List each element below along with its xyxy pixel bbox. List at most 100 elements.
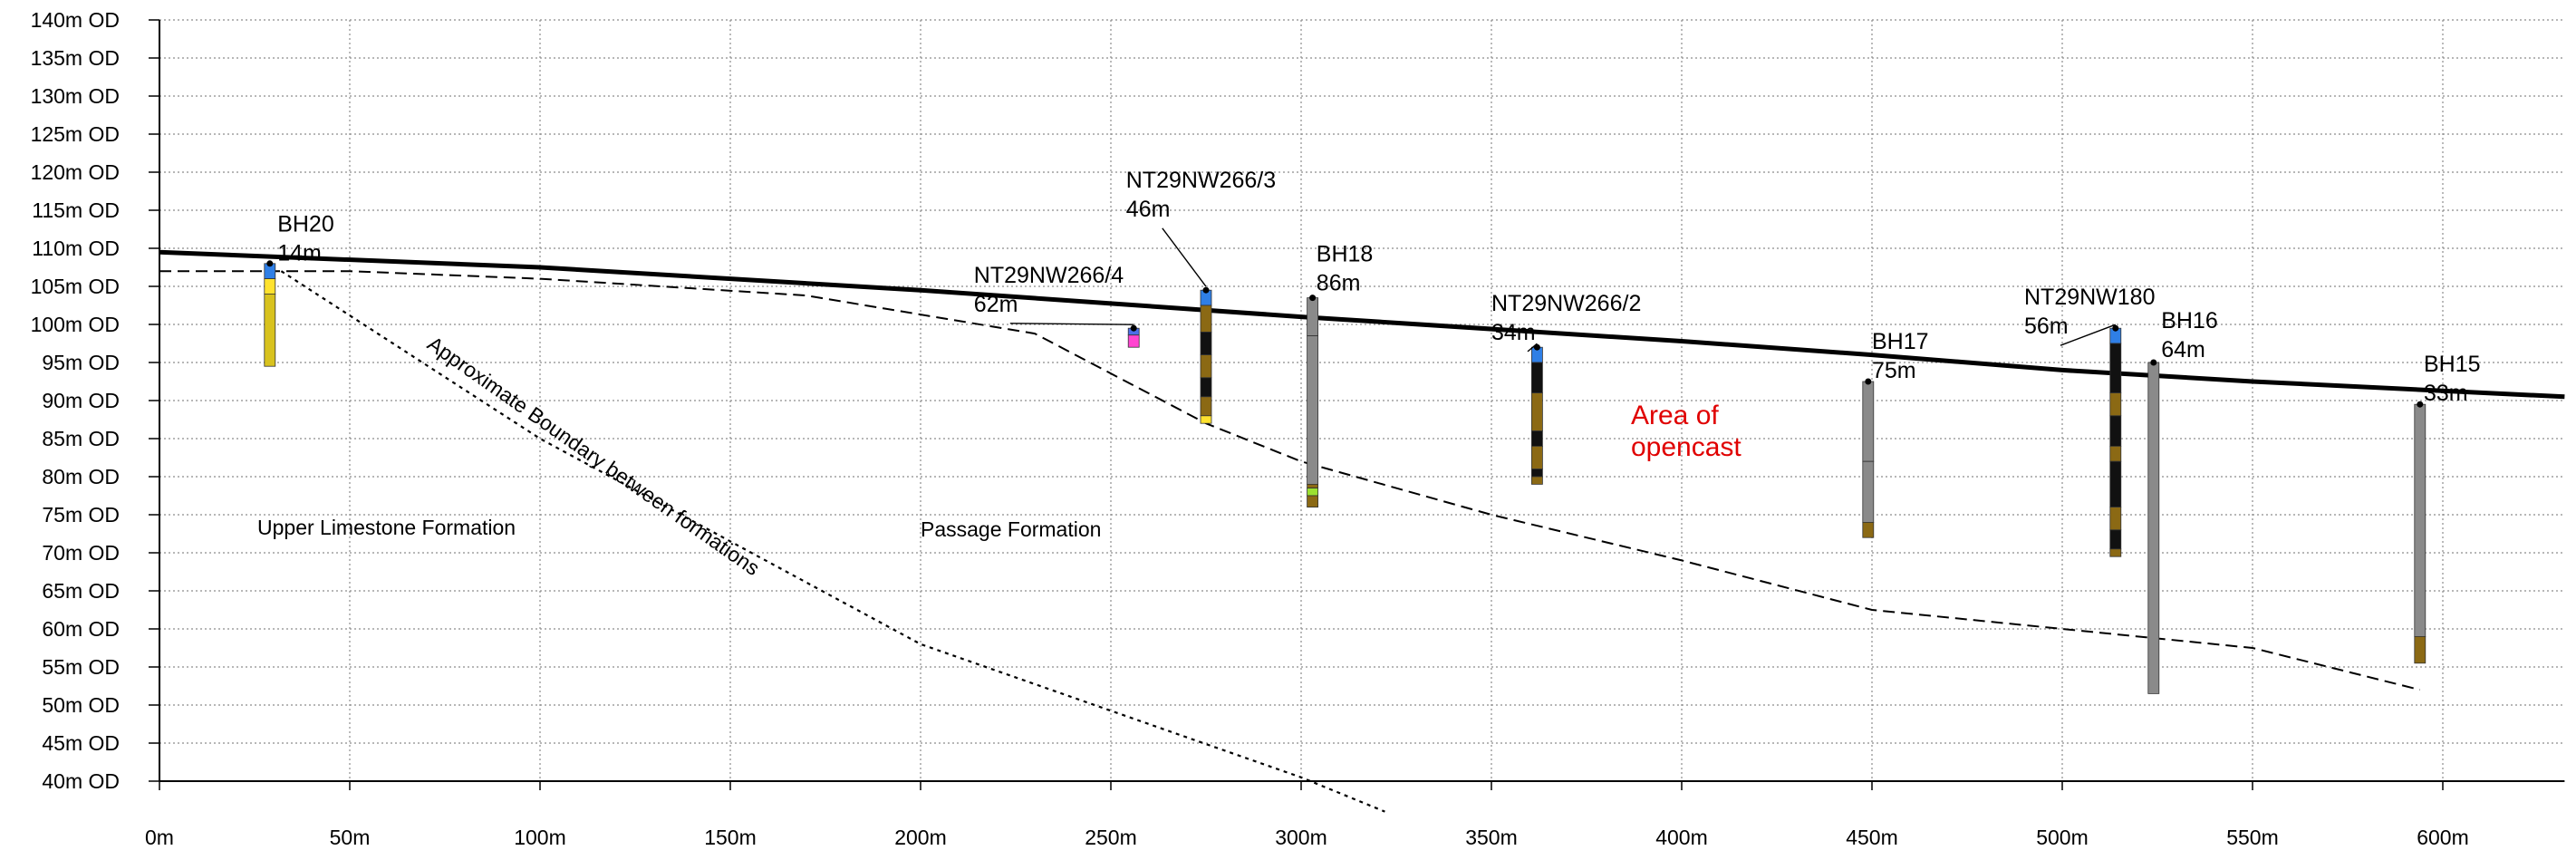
y-tick-label: 135m OD [31, 46, 120, 70]
x-tick-label: 400m [1655, 826, 1708, 849]
x-tick-label: 450m [1846, 826, 1898, 849]
borehole-layer [1307, 297, 1318, 337]
borehole-leader-line [2060, 324, 2117, 346]
x-tick-label: 500m [2036, 826, 2089, 849]
borehole: BH16 64m [2147, 308, 2218, 694]
borehole-layer [1200, 354, 1212, 379]
borehole-layer [2109, 445, 2122, 462]
y-tick-label: 140m OD [31, 8, 120, 32]
borehole-name: BH16 [2161, 308, 2218, 333]
borehole-layer [264, 278, 276, 295]
borehole-layer [1531, 362, 1543, 393]
approx-boundary-label: Approximate Boundary between formations [423, 332, 764, 580]
borehole-layer [1200, 304, 1212, 333]
borehole-layer [1200, 377, 1212, 398]
borehole-layer [2109, 529, 2122, 550]
x-tick-label: 100m [514, 826, 566, 849]
y-tick-label: 40m OD [42, 769, 120, 793]
borehole-name: BH20 [277, 212, 334, 237]
borehole-layer [2109, 507, 2122, 531]
grid [159, 19, 2565, 781]
borehole-layer [2414, 636, 2426, 664]
y-tick-label: 95m OD [42, 351, 120, 374]
x-tick-label: 0m [145, 826, 174, 849]
borehole-layer [1307, 488, 1318, 497]
x-tick-label: 550m [2226, 826, 2279, 849]
y-tick-label: 125m OD [31, 122, 120, 146]
borehole: BH20 14m [264, 212, 334, 367]
borehole-top-marker [2150, 359, 2157, 366]
x-tick-label: 600m [2417, 826, 2469, 849]
x-tick-label: 300m [1275, 826, 1327, 849]
boreholes: BH20 14m NT29NW266/4 62m NT29NW266/3 46m BH18 8… [264, 168, 2481, 694]
x-tick-label: 50m [330, 826, 371, 849]
borehole-layer [1862, 460, 1875, 523]
borehole-name: BH15 [2424, 352, 2481, 377]
y-tick-label: 70m OD [42, 541, 120, 565]
borehole: NT29NW266/4 62m [974, 263, 1140, 348]
y-tick-label: 100m OD [31, 313, 120, 336]
y-tick-label: 105m OD [31, 275, 120, 298]
borehole-top-marker [266, 260, 274, 267]
y-tick-label: 115m OD [32, 198, 120, 222]
borehole: BH18 86m [1307, 241, 1374, 507]
borehole-name: BH18 [1317, 241, 1374, 266]
y-axis: 40m OD 45m OD 50m OD 55m OD 60m OD 65m OD 70m … [31, 8, 160, 793]
borehole-layer [1200, 396, 1212, 417]
borehole-layer [1862, 381, 1875, 462]
borehole-top-marker [2417, 401, 2424, 408]
borehole-layer [2109, 392, 2122, 417]
borehole: NT29NW266/2 34m [1491, 291, 1641, 485]
borehole-name: NT29NW266/3 [1126, 168, 1276, 193]
borehole-name: NT29NW180 [2024, 285, 2156, 310]
y-tick-label: 130m OD [31, 84, 120, 108]
area-opencast-label-line2: opencast [1631, 432, 1741, 462]
borehole-layer [1127, 334, 1140, 348]
borehole-depth: 56m [2024, 314, 2069, 339]
x-tick-label: 350m [1465, 826, 1518, 849]
y-tick-label: 90m OD [42, 389, 120, 412]
approximate-boundary-line [280, 270, 1385, 813]
passage-formation-label: Passage Formation [921, 517, 1101, 541]
y-tick-label: 65m OD [42, 579, 120, 603]
x-tick-label: 250m [1085, 826, 1137, 849]
borehole-layer [2109, 415, 2122, 447]
borehole: NT29NW180 56m [2024, 285, 2156, 557]
borehole-depth: 34m [1491, 320, 1536, 345]
borehole-layer [264, 293, 276, 367]
borehole: BH17 75m [1862, 329, 1929, 538]
borehole-top-marker [1865, 378, 1872, 385]
formation-boundary-line [159, 270, 2421, 691]
borehole-leader-line [1162, 227, 1207, 287]
borehole: BH15 33m [2414, 352, 2481, 664]
borehole-depth: 64m [2161, 337, 2205, 362]
y-tick-label: 120m OD [31, 160, 120, 184]
borehole-layer [2414, 403, 2426, 637]
y-tick-label: 75m OD [42, 503, 120, 527]
y-tick-label: 110m OD [32, 237, 120, 260]
y-tick-label: 55m OD [42, 655, 120, 679]
x-tick-label: 150m [704, 826, 757, 849]
borehole-layer [1307, 495, 1318, 507]
borehole-layer [1200, 331, 1212, 355]
borehole-layer [1531, 476, 1543, 485]
borehole-layer [1531, 430, 1543, 447]
borehole: NT29NW266/3 46m [1126, 168, 1276, 424]
upper-limestone-label: Upper Limestone Formation [257, 516, 516, 539]
borehole-layer [1200, 415, 1212, 424]
borehole-depth: 86m [1317, 270, 1361, 295]
x-axis: 0m 50m 100m 150m 200m 250m 300m 350m 400m 450m 500… [145, 780, 2565, 849]
y-tick-label: 50m OD [42, 693, 120, 717]
borehole-name: NT29NW266/4 [974, 263, 1124, 288]
borehole-name: BH17 [1872, 329, 1929, 354]
borehole-top-marker [1130, 324, 1137, 332]
borehole-depth: 14m [277, 241, 322, 266]
y-tick-label: 85m OD [42, 427, 120, 450]
borehole-depth: 46m [1126, 197, 1171, 222]
borehole-leader-line [1527, 343, 1538, 353]
borehole-layer [1531, 392, 1543, 432]
borehole-depth: 62m [974, 292, 1018, 317]
borehole-top-marker [2112, 324, 2119, 332]
borehole-layer [1531, 445, 1543, 469]
